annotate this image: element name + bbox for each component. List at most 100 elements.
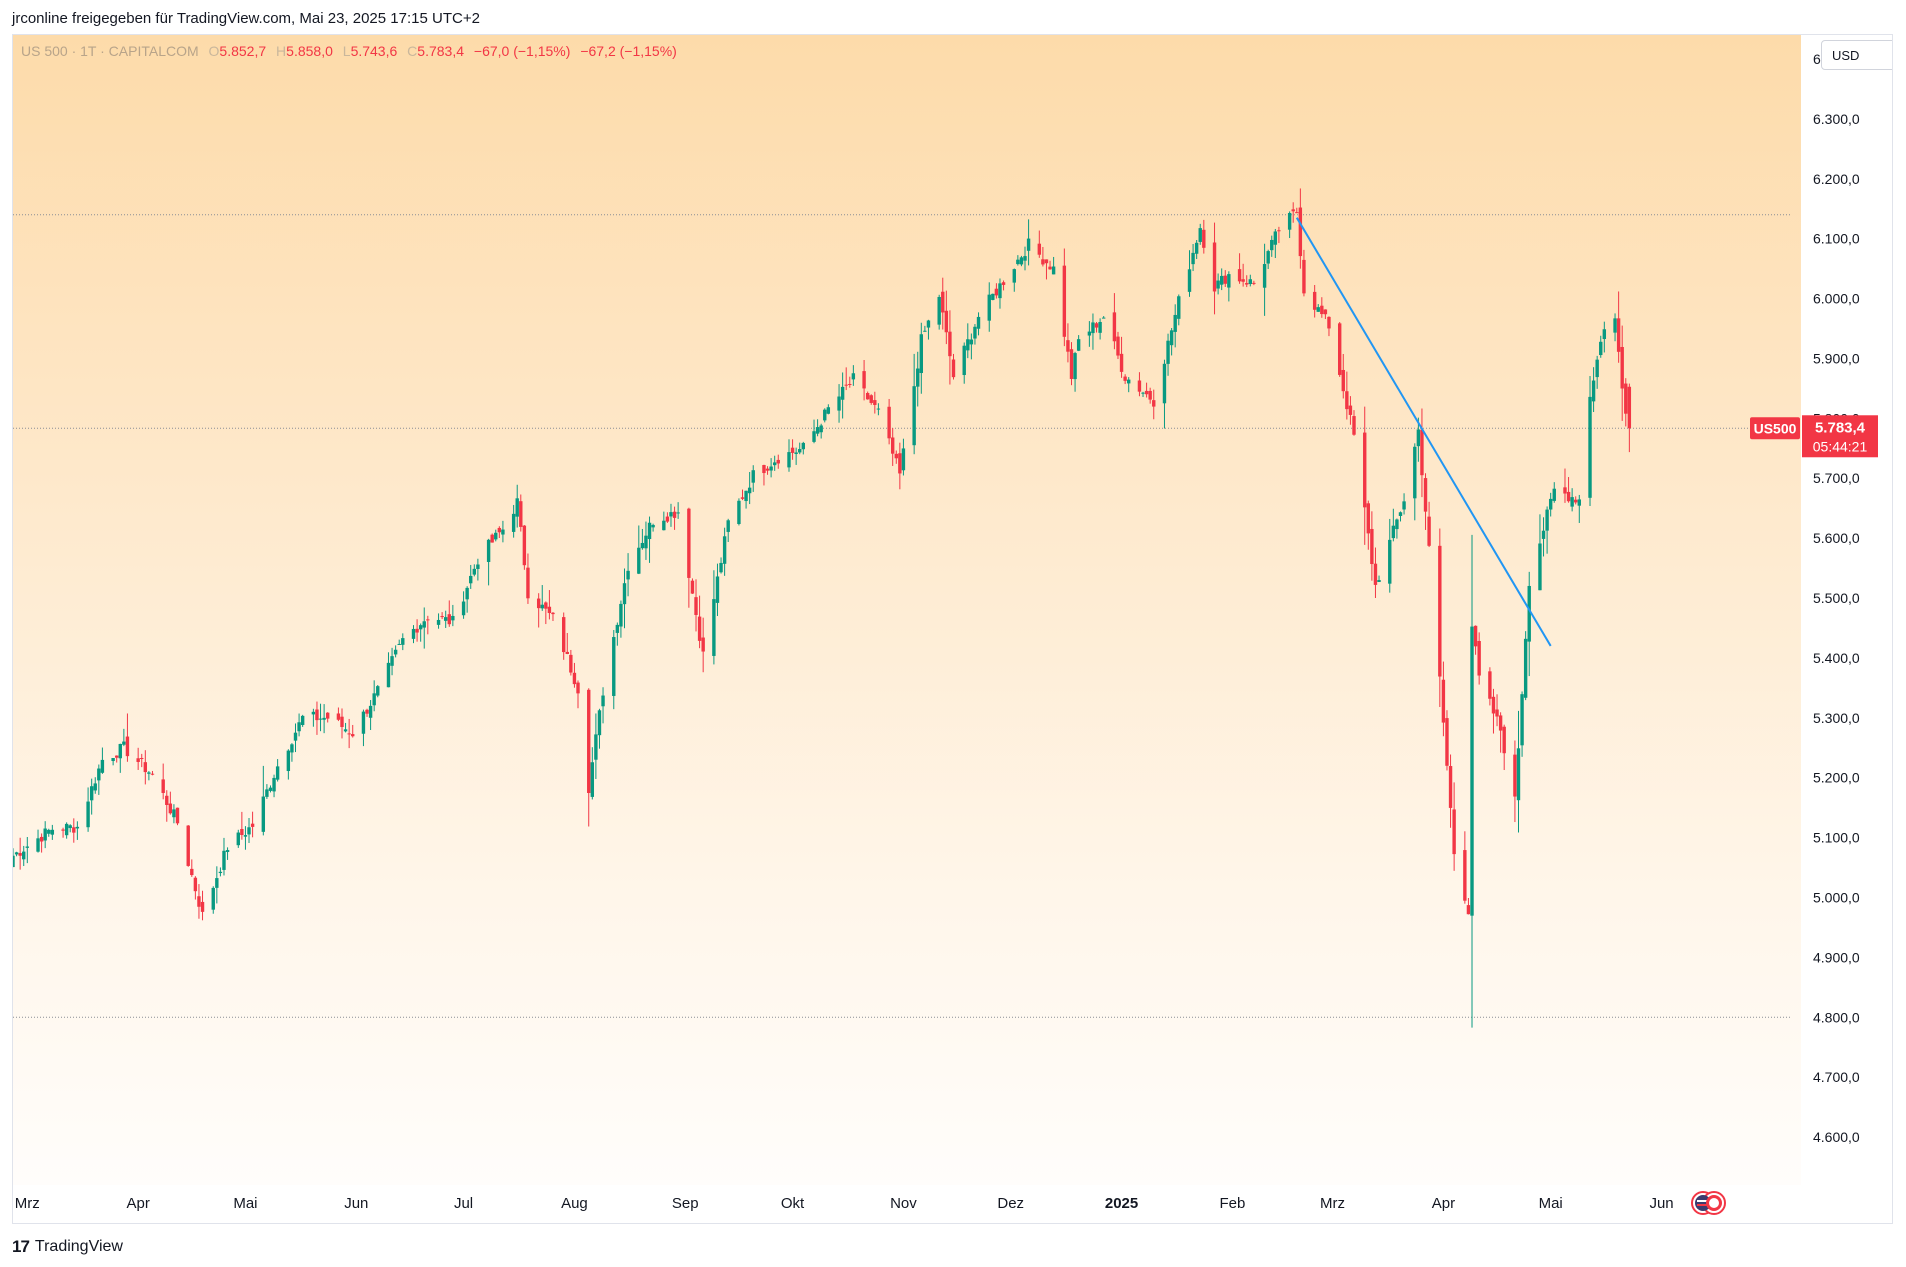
candle-body xyxy=(1091,322,1095,334)
candle-body xyxy=(987,294,991,321)
time-tick-label: 2025 xyxy=(1105,1195,1138,1212)
candle-body xyxy=(340,716,344,728)
candle-body xyxy=(1266,251,1270,264)
candle-body xyxy=(1588,396,1592,498)
candle-body xyxy=(1119,353,1124,372)
candle-body xyxy=(72,827,76,833)
candle-body xyxy=(461,601,466,616)
candle-body xyxy=(1345,391,1349,410)
candle-body xyxy=(1094,323,1099,328)
candle-body xyxy=(1552,488,1556,501)
candle-body xyxy=(1173,314,1177,332)
candle-body xyxy=(669,512,673,517)
symbol-tag-bg xyxy=(1750,417,1800,440)
time-tick-label: Mrz xyxy=(15,1195,40,1212)
candle-body xyxy=(1402,501,1406,510)
candle-body xyxy=(293,732,298,741)
candle-body xyxy=(898,453,902,474)
candle-body xyxy=(1270,239,1274,251)
candle-body xyxy=(497,527,502,533)
candle-body xyxy=(1066,340,1070,352)
candles xyxy=(13,188,1632,1028)
candle-body xyxy=(823,409,827,421)
candle-body xyxy=(25,846,30,848)
candle-body xyxy=(93,783,97,791)
legend-high: 5.858,0 xyxy=(286,43,333,59)
candle-body xyxy=(587,689,591,794)
candle-body xyxy=(272,777,276,792)
candle-body xyxy=(376,686,380,696)
candle-body xyxy=(1391,525,1396,539)
candle-body xyxy=(290,744,294,753)
candle-body xyxy=(1570,497,1574,507)
candle-body xyxy=(1248,279,1252,285)
candle-body xyxy=(1363,432,1367,508)
candle-body xyxy=(1523,638,1528,698)
candle-body xyxy=(948,331,952,357)
legend-high-label: H xyxy=(276,43,287,59)
candle-body xyxy=(1502,726,1506,754)
candle-body xyxy=(844,384,848,386)
candle-body xyxy=(197,896,201,907)
price-tick-label: 6.300,0 xyxy=(1813,111,1860,127)
candle-body xyxy=(672,511,677,518)
horizontal-lines xyxy=(13,214,1791,1018)
candle-body xyxy=(125,736,130,757)
candle-body xyxy=(916,368,920,387)
candle-body xyxy=(36,838,40,852)
currency-button[interactable]: USD xyxy=(1821,40,1892,70)
time-axis: Mrz Apr Mai Jun Jul Aug Sep Okt Nov Dez 2025 Feb Mrz… xyxy=(15,1195,1674,1212)
price-tick-label: 5.900,0 xyxy=(1813,350,1860,366)
candle-body xyxy=(1001,282,1006,285)
us-flag-icon[interactable] xyxy=(1689,1189,1739,1217)
candle-body xyxy=(966,339,970,351)
candle-body xyxy=(165,795,169,805)
candle-body xyxy=(794,452,798,454)
candle-body xyxy=(1473,625,1478,647)
candle-body xyxy=(1599,341,1603,356)
candle-body xyxy=(772,462,777,466)
candle-body xyxy=(1216,280,1220,289)
candle-body xyxy=(325,712,330,719)
candle-body xyxy=(1051,266,1056,275)
candle-body xyxy=(919,334,924,374)
candle-body xyxy=(1463,850,1467,901)
candle-body xyxy=(343,729,348,732)
tradingview-logo[interactable]: 17 TradingView xyxy=(12,1237,123,1257)
candle-body xyxy=(594,734,598,760)
candle-body xyxy=(18,853,22,856)
candle-body xyxy=(726,520,730,532)
candle-body xyxy=(740,497,745,499)
candle-body xyxy=(1327,316,1331,329)
last-price-tag-bg xyxy=(1802,415,1878,458)
candlestick-chart[interactable]: 6.400,06.300,06.200,06.100,06.000,05.900… xyxy=(13,35,1893,1224)
candle-body xyxy=(150,773,155,775)
candle-body xyxy=(415,628,419,633)
candle-body xyxy=(765,468,770,471)
candle-body xyxy=(1563,487,1567,494)
candle-body xyxy=(1538,543,1542,591)
candle-body xyxy=(1545,509,1549,531)
candle-body xyxy=(386,662,391,688)
candle-body xyxy=(1337,323,1342,375)
candle-body xyxy=(1541,530,1546,539)
candle-body xyxy=(1616,318,1621,352)
candle-body xyxy=(426,619,430,621)
trendline xyxy=(1295,217,1552,647)
legend-close-label: C xyxy=(407,43,418,59)
chart-frame[interactable]: 6.400,06.300,06.200,06.100,06.000,05.900… xyxy=(12,34,1893,1224)
candle-body xyxy=(1520,694,1524,746)
candle-body xyxy=(261,796,266,832)
candle-body xyxy=(1062,265,1067,337)
candle-body xyxy=(1069,349,1074,379)
candle-body xyxy=(712,599,716,656)
candle-body xyxy=(848,383,852,385)
candle-body xyxy=(1352,416,1356,435)
candle-body xyxy=(1219,275,1224,285)
plot-background xyxy=(13,35,1801,1185)
candle-body xyxy=(1423,478,1428,512)
candle-body xyxy=(190,868,194,876)
candle-body xyxy=(39,836,44,842)
candle-body xyxy=(876,408,881,410)
candle-body xyxy=(361,711,366,734)
